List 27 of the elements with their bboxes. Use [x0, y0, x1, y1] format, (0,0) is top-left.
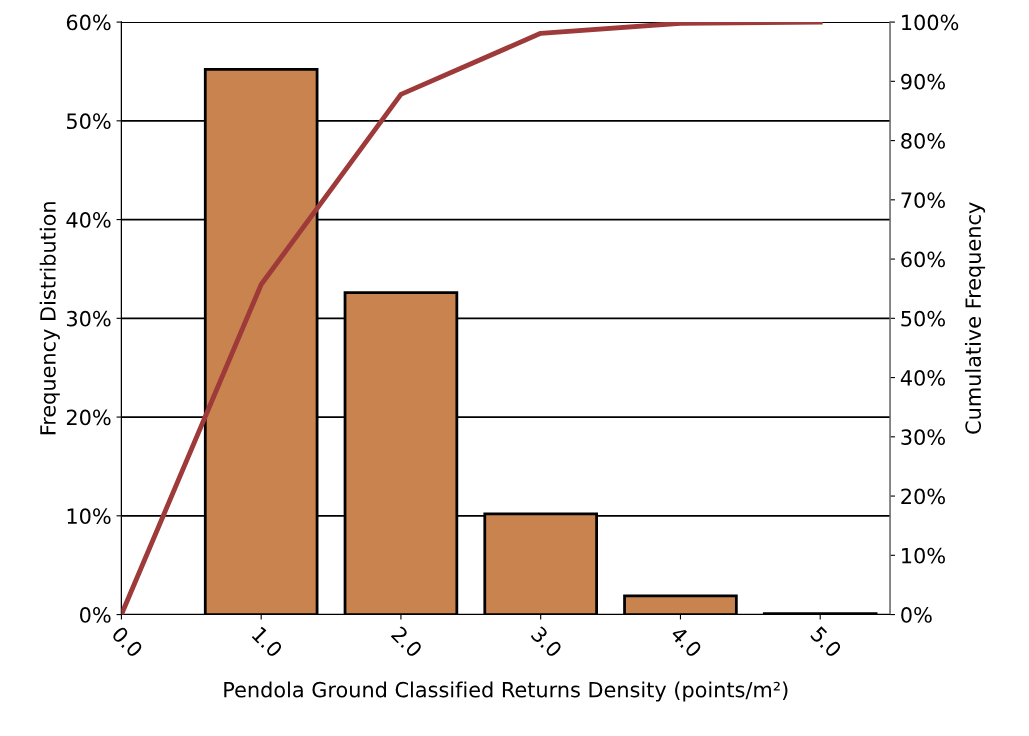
y-tick-label: 30%	[66, 310, 111, 327]
y2-tick-label: 20%	[901, 488, 945, 505]
y2-tick-label: 60%	[901, 251, 945, 268]
x-tick-label: 1.0	[251, 626, 284, 659]
y2-tick-label: 70%	[901, 192, 945, 209]
y-tick-label: 0%	[80, 607, 111, 623]
y-tick-label: 40%	[66, 212, 111, 228]
y2-tick-label: 90%	[901, 73, 945, 90]
y2-tick-label: 10%	[902, 547, 945, 564]
y2-tick-label: 50%	[901, 310, 945, 327]
y2-tick-label: 40%	[900, 370, 945, 386]
y-axis-title: Frequency Distribution	[39, 202, 60, 435]
y2-tick-label: 30%	[901, 429, 945, 446]
y2-tick-label: 100%	[902, 14, 959, 31]
y-tick-label: 10%	[67, 508, 111, 525]
y-tick-label: 60%	[66, 14, 111, 31]
y2-tick-label: 0%	[901, 607, 932, 623]
x-tick-label: 4.0	[669, 625, 703, 659]
y-tick-label: 20%	[66, 409, 111, 426]
y2-axis-title: Cumulative Frequency	[964, 202, 986, 434]
y2-tick-label: 80%	[901, 133, 945, 149]
x-tick-label: 5.0	[809, 625, 843, 659]
x-tick-label: 3.0	[530, 625, 563, 659]
x-tick-label: 2.0	[390, 625, 424, 659]
x-axis-title: Pendola Ground Classified Returns Density (points/m²)	[224, 681, 788, 702]
y-tick-label: 50%	[67, 113, 111, 130]
x-tick-label: 0.0	[110, 625, 144, 659]
